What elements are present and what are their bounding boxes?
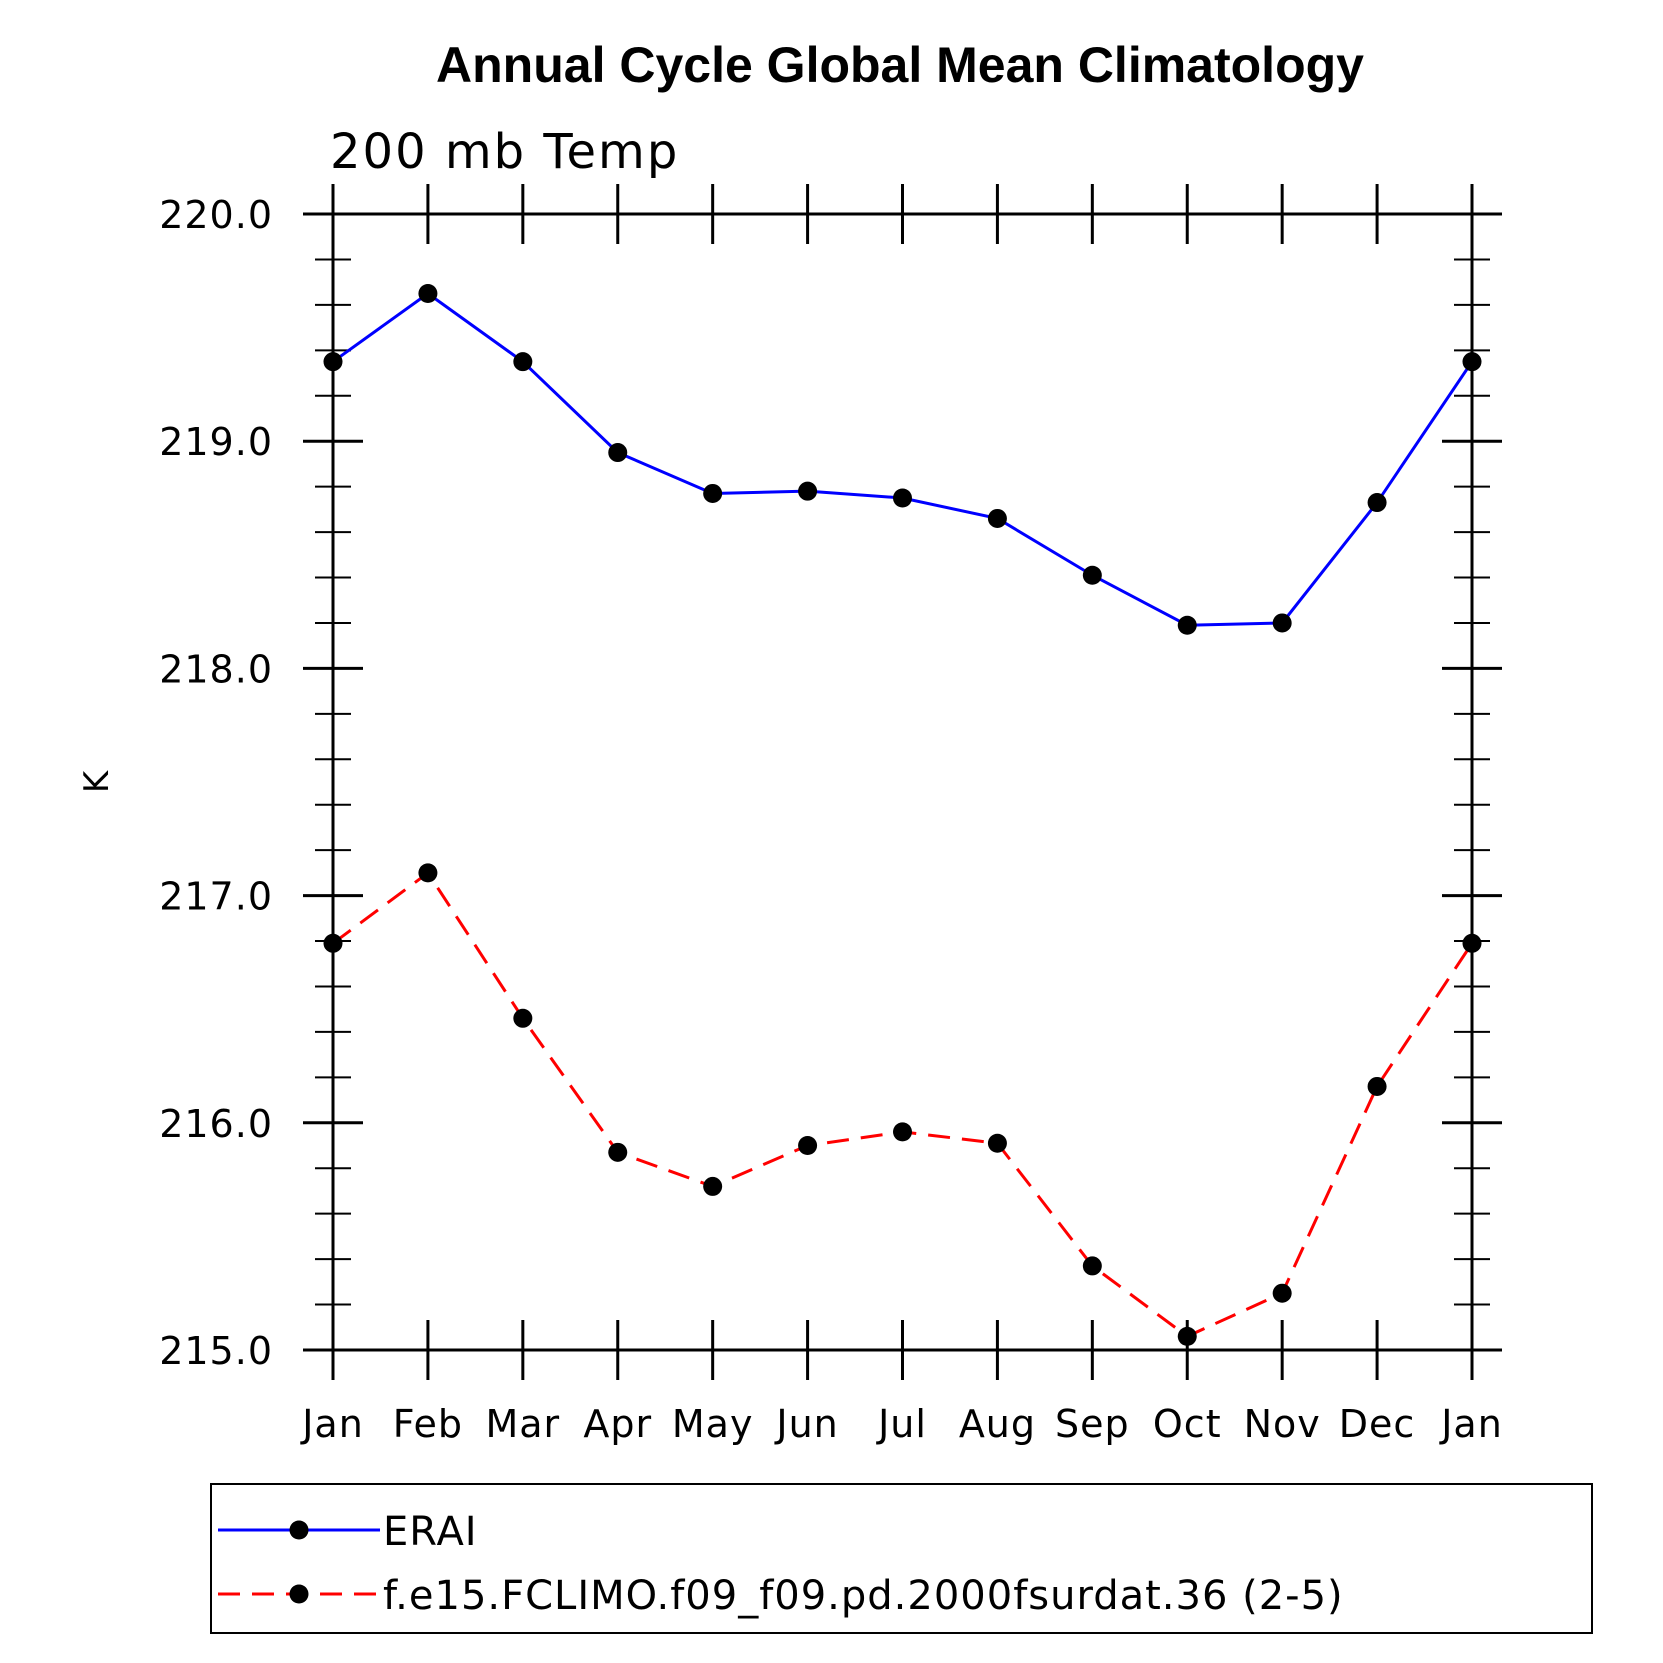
data-point bbox=[608, 1142, 628, 1162]
data-point bbox=[513, 352, 533, 372]
data-point bbox=[1367, 493, 1387, 513]
x-tick-label: Jan bbox=[1439, 1402, 1503, 1446]
plot-border bbox=[331, 212, 1474, 1352]
series-layer bbox=[323, 284, 1482, 1346]
data-point bbox=[798, 1136, 818, 1156]
x-tick-label: Oct bbox=[1153, 1402, 1222, 1446]
data-point bbox=[608, 443, 628, 463]
series-line bbox=[332, 291, 1474, 627]
data-point bbox=[703, 483, 723, 503]
data-point bbox=[1462, 352, 1482, 372]
axis-tick-labels: Jan Feb Mar Apr May Jun Jul Aug Sep Oct Nov Dec Jan 2… bbox=[159, 193, 1503, 1446]
data-point bbox=[1367, 1076, 1387, 1096]
y-axis-label: K bbox=[77, 769, 117, 793]
x-tick-label: Sep bbox=[1055, 1402, 1130, 1446]
y-tick-label: 216.0 bbox=[159, 1102, 273, 1146]
x-tick-label: Feb bbox=[393, 1402, 463, 1446]
x-tick-label: Jan bbox=[300, 1402, 364, 1446]
y-tick-label: 218.0 bbox=[159, 647, 273, 691]
data-point bbox=[1177, 615, 1197, 635]
data-point bbox=[1082, 565, 1102, 585]
legend: ERAI f.e15.FCLIMO.f09_f09.pd.2000fsurdat.… bbox=[210, 1483, 1593, 1634]
data-point bbox=[513, 1008, 533, 1028]
data-point bbox=[703, 1176, 723, 1196]
y-tick-label: 220.0 bbox=[159, 193, 273, 237]
x-tick-label: Aug bbox=[959, 1402, 1036, 1446]
series-1 bbox=[323, 284, 1482, 635]
axis-ticks bbox=[303, 184, 1502, 1380]
legend-box bbox=[210, 1483, 1593, 1634]
x-tick-label: Mar bbox=[485, 1402, 560, 1446]
data-point bbox=[1272, 1283, 1292, 1303]
data-point bbox=[1272, 613, 1292, 633]
legend-entry: f.e15.FCLIMO.f09_f09.pd.2000fsurdat.36 (… bbox=[383, 1573, 1344, 1619]
data-point bbox=[1082, 1256, 1102, 1276]
x-tick-label: Jul bbox=[876, 1402, 927, 1446]
y-tick-label: 215.0 bbox=[159, 1329, 273, 1373]
data-point bbox=[323, 352, 343, 372]
legend-entry: ERAI bbox=[383, 1509, 478, 1555]
y-tick-label: 217.0 bbox=[159, 875, 273, 919]
x-tick-label: Apr bbox=[583, 1402, 652, 1446]
series-2 bbox=[323, 863, 1482, 1346]
data-point bbox=[418, 863, 438, 883]
data-point bbox=[893, 1122, 912, 1142]
data-point bbox=[987, 508, 1007, 528]
x-tick-label: May bbox=[672, 1402, 754, 1446]
data-point bbox=[1177, 1326, 1197, 1346]
chart-subtitle: 200 mb Temp bbox=[330, 124, 679, 180]
plot-frame bbox=[331, 212, 1474, 1352]
data-point bbox=[1462, 933, 1482, 953]
series-line bbox=[332, 870, 1474, 1339]
legend-marker bbox=[289, 1520, 309, 1540]
data-point bbox=[418, 284, 438, 304]
x-tick-label: Dec bbox=[1339, 1402, 1416, 1446]
x-tick-label: Jun bbox=[774, 1402, 838, 1446]
y-tick-label: 219.0 bbox=[159, 420, 273, 464]
chart-title: Annual Cycle Global Mean Climatology bbox=[436, 37, 1364, 93]
data-point bbox=[987, 1133, 1007, 1153]
data-point bbox=[323, 933, 343, 953]
legend-marker bbox=[289, 1584, 309, 1604]
data-point bbox=[798, 481, 818, 501]
x-tick-label: Nov bbox=[1244, 1402, 1321, 1446]
data-point bbox=[893, 488, 912, 508]
